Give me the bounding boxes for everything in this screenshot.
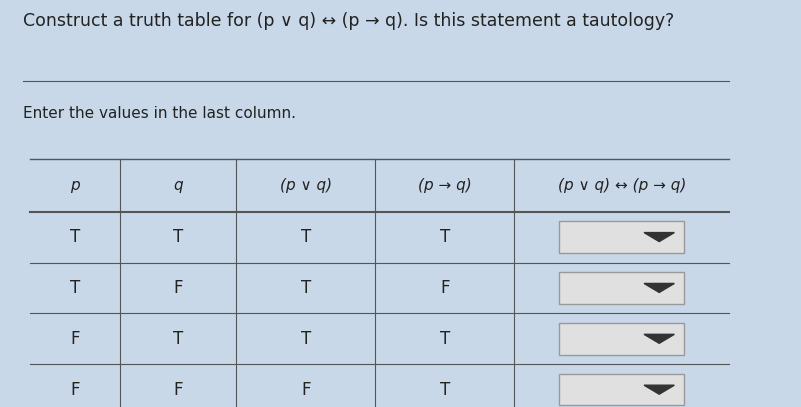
Text: T: T	[300, 279, 311, 297]
Text: T: T	[440, 381, 450, 399]
FancyBboxPatch shape	[559, 374, 684, 405]
Text: T: T	[70, 279, 80, 297]
Text: F: F	[173, 279, 183, 297]
Text: T: T	[70, 228, 80, 246]
Text: T: T	[440, 228, 450, 246]
Polygon shape	[644, 334, 674, 344]
Text: F: F	[70, 381, 79, 399]
FancyBboxPatch shape	[559, 323, 684, 354]
Text: F: F	[173, 381, 183, 399]
Text: T: T	[300, 330, 311, 348]
Text: (p ∨ q): (p ∨ q)	[280, 178, 332, 193]
FancyBboxPatch shape	[559, 272, 684, 304]
Text: Enter the values in the last column.: Enter the values in the last column.	[22, 106, 296, 121]
Text: T: T	[300, 228, 311, 246]
Polygon shape	[644, 385, 674, 394]
Polygon shape	[644, 283, 674, 293]
Text: (p → q): (p → q)	[418, 178, 472, 193]
FancyBboxPatch shape	[559, 221, 684, 253]
Text: q: q	[173, 178, 183, 193]
Text: p: p	[70, 178, 80, 193]
Text: T: T	[440, 330, 450, 348]
Text: (p ∨ q) ↔ (p → q): (p ∨ q) ↔ (p → q)	[557, 178, 686, 193]
Text: T: T	[173, 330, 183, 348]
Text: Construct a truth table for (p ∨ q) ↔ (p → q). Is this statement a tautology?: Construct a truth table for (p ∨ q) ↔ (p…	[22, 12, 674, 30]
Text: T: T	[173, 228, 183, 246]
Polygon shape	[644, 232, 674, 242]
Text: F: F	[440, 279, 449, 297]
Text: F: F	[70, 330, 79, 348]
Text: F: F	[301, 381, 311, 399]
